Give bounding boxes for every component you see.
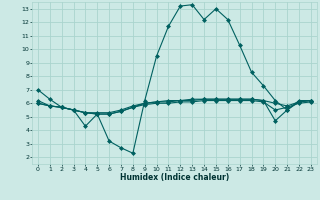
X-axis label: Humidex (Indice chaleur): Humidex (Indice chaleur) <box>120 173 229 182</box>
